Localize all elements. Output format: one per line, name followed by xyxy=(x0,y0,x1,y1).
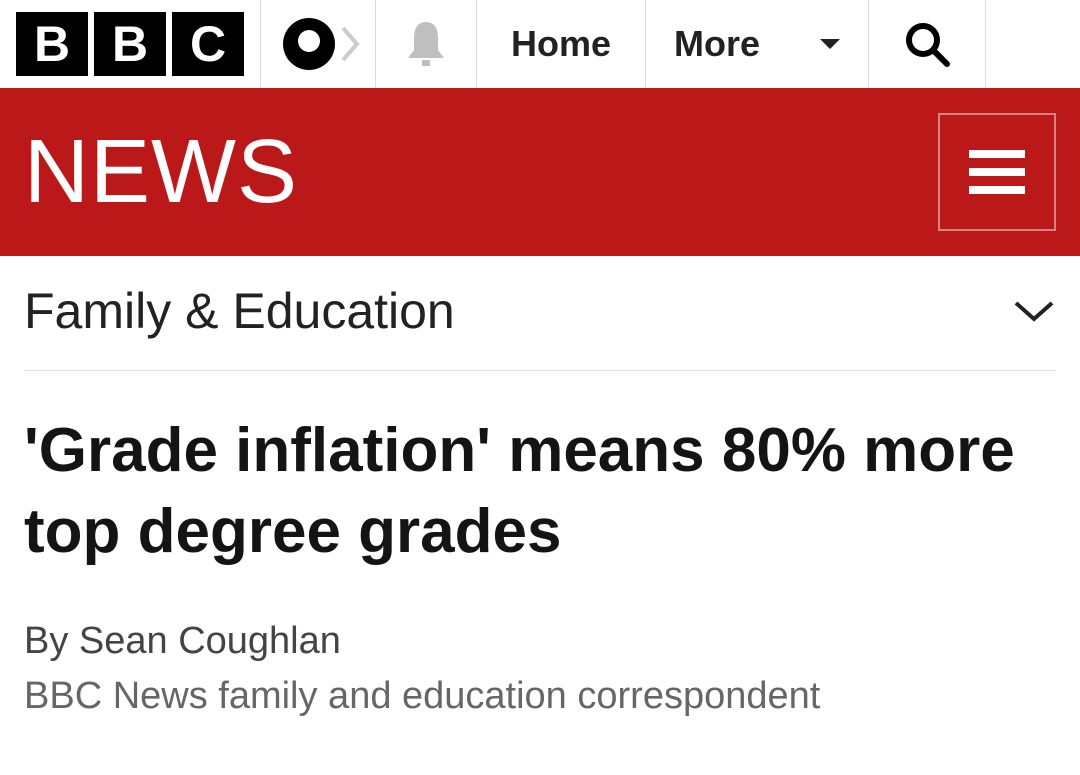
bbc-logo-b1: B xyxy=(16,12,88,76)
section-header[interactable]: Family & Education xyxy=(0,256,1080,370)
caret-down-icon xyxy=(820,39,840,49)
article-byline: By Sean Coughlan xyxy=(24,620,1056,663)
article: 'Grade inflation' means 80% more top deg… xyxy=(0,371,1080,718)
section-dropdown[interactable] xyxy=(1012,297,1056,325)
news-banner-title: NEWS xyxy=(24,121,298,224)
menu-button[interactable] xyxy=(938,113,1056,231)
news-banner: NEWS xyxy=(0,88,1080,256)
hamburger-icon xyxy=(969,150,1025,158)
account-button[interactable] xyxy=(260,0,375,88)
bbc-logo-b2: B xyxy=(94,12,166,76)
article-headline: 'Grade inflation' means 80% more top deg… xyxy=(24,411,1056,572)
section-title: Family & Education xyxy=(24,282,455,340)
more-button[interactable]: More xyxy=(645,0,868,88)
article-role: BBC News family and education correspond… xyxy=(24,675,1056,718)
home-label: Home xyxy=(511,23,611,65)
home-button[interactable]: Home xyxy=(476,0,645,88)
chevron-right-icon xyxy=(339,26,361,62)
chevron-down-icon xyxy=(1012,297,1056,325)
notifications-button[interactable] xyxy=(375,0,476,88)
account-icon xyxy=(283,18,335,70)
more-label: More xyxy=(674,23,760,65)
topbar: B B C Home More xyxy=(0,0,1080,88)
bbc-logo-c: C xyxy=(172,12,244,76)
search-button[interactable] xyxy=(868,0,986,88)
bell-icon xyxy=(402,18,450,70)
search-icon xyxy=(903,20,951,68)
bbc-logo[interactable]: B B C xyxy=(0,0,260,88)
